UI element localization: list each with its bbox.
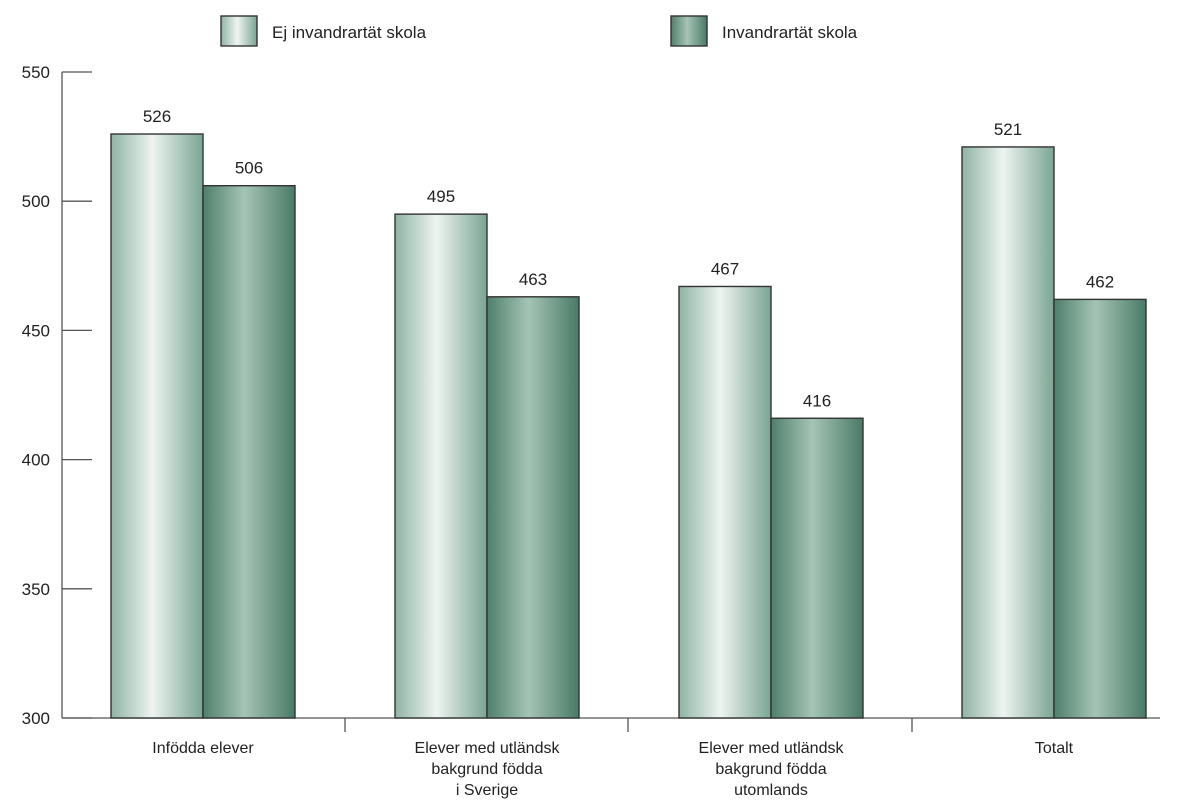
bars xyxy=(110,133,1147,719)
legend-swatch xyxy=(220,15,258,47)
y-tick-label: 500 xyxy=(22,192,50,211)
legend: Ej invandrartät skola Invandrartät skola xyxy=(220,15,858,47)
x-tick-label: bakgrund födda xyxy=(715,761,826,778)
bar-ej-invandrartat-1 xyxy=(394,213,488,719)
legend-swatch xyxy=(670,15,708,47)
data-label: 462 xyxy=(1086,272,1114,291)
bar-ej-invandrartat-3 xyxy=(961,146,1055,719)
y-tick-label: 550 xyxy=(22,63,50,82)
x-tick-label: Elever med utländsk xyxy=(699,740,845,757)
data-label: 506 xyxy=(235,159,263,178)
x-tick-label: Infödda elever xyxy=(152,740,254,757)
x-tick-label: Totalt xyxy=(1035,740,1074,757)
legend-label: Ej invandrartät skola xyxy=(272,23,427,42)
y-tick-label: 300 xyxy=(22,709,50,728)
data-label: 526 xyxy=(143,107,171,126)
labels: 526 506 Infödda elever 495 463 Elever med utl… xyxy=(143,107,1114,799)
data-label: 463 xyxy=(519,270,547,289)
bar-invandrartat-3 xyxy=(1053,298,1147,719)
y-tick-label: 450 xyxy=(22,321,50,340)
data-label: 416 xyxy=(803,391,831,410)
data-label: 495 xyxy=(427,187,455,206)
data-label: 521 xyxy=(994,120,1022,139)
bar-ej-invandrartat-0 xyxy=(110,133,204,719)
x-tick-label: bakgrund födda xyxy=(431,761,542,778)
bar-ej-invandrartat-2 xyxy=(678,285,772,719)
x-tick-label: Elever med utländsk xyxy=(415,740,561,757)
legend-label: Invandrartät skola xyxy=(722,23,858,42)
x-tick-label: i Sverige xyxy=(456,782,518,799)
bar-invandrartat-1 xyxy=(486,296,580,719)
y-tick-label: 350 xyxy=(22,580,50,599)
bar-invandrartat-2 xyxy=(770,417,864,719)
x-tick-label: utomlands xyxy=(734,782,808,799)
bar-invandrartat-0 xyxy=(202,184,296,719)
y-tick-label: 400 xyxy=(22,451,50,470)
data-label: 467 xyxy=(711,259,739,278)
